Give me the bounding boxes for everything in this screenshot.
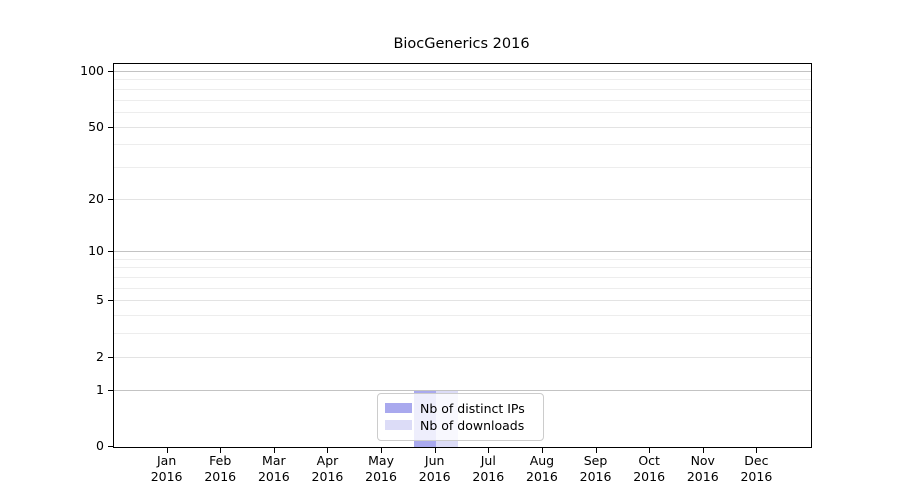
y-tick-label: 20 [88,190,104,206]
x-tick-label: Mar 2016 [257,453,290,484]
y-tick-mark [108,389,113,391]
x-tick-label: Aug 2016 [526,453,558,484]
x-tick-mark [220,447,222,453]
y-gridline-minor [114,126,811,128]
x-tick-mark [756,447,758,453]
y-gridline-minor [114,287,811,289]
y-gridline-minor [114,277,811,279]
y-gridline-major [114,251,811,253]
y-tick-mark [108,251,113,253]
y-tick-mark [108,300,113,302]
legend-label: Nb of distinct IPs [420,400,525,416]
y-gridline-minor [114,198,811,200]
x-tick-mark [381,447,383,453]
y-tick-label: 100 [80,62,104,78]
y-tick-label: 5 [96,292,104,308]
x-tick-label: Dec 2016 [740,453,773,484]
x-tick-mark [702,447,704,453]
y-tick-mark [108,126,113,128]
legend-entry: Nb of distinct IPs [385,400,535,416]
y-gridline-minor [114,356,811,358]
x-tick-mark [649,447,651,453]
y-tick-mark [108,198,113,200]
x-tick-mark [434,447,436,453]
y-gridline-major [114,71,811,72]
x-tick-label: Sep 2016 [579,453,612,484]
y-gridline-minor [114,88,811,90]
y-gridline-minor [114,166,811,168]
y-tick-label: 0 [96,437,104,453]
x-tick-label: Feb 2016 [204,453,237,484]
chart-title: BiocGenerics 2016 [393,36,530,52]
y-tick-label: 50 [88,118,104,134]
y-gridline-minor [114,99,811,101]
y-tick-mark [108,446,113,447]
y-tick-mark [108,71,113,72]
x-tick-mark [541,447,543,453]
x-tick-label: Nov 2016 [686,453,719,484]
y-gridline-minor [114,79,811,81]
legend-swatch [385,403,412,413]
y-tick-label: 2 [96,348,104,364]
x-tick-label: Jul 2016 [472,453,505,484]
legend-entry: Nb of downloads [385,417,535,433]
y-gridline-minor [114,267,811,269]
y-gridline-minor [114,111,811,113]
legend: Nb of distinct IPs Nb of downloads [377,393,544,441]
y-gridline-minor [114,144,811,146]
x-tick-mark [166,447,168,453]
x-tick-mark [488,447,490,453]
legend-label: Nb of downloads [420,417,525,433]
x-tick-label: May 2016 [365,453,397,484]
y-gridline-minor [114,300,811,302]
y-gridline-minor [114,333,811,335]
y-gridline-minor [114,315,811,317]
x-tick-label: Oct 2016 [633,453,666,484]
plot-area [113,63,812,448]
x-tick-label: Apr 2016 [311,453,344,484]
x-tick-mark [327,447,329,453]
x-tick-label: Jan 2016 [150,453,183,484]
y-gridline-minor [114,258,811,260]
y-tick-mark [108,356,113,358]
y-tick-label: 1 [96,381,104,397]
legend-swatch [385,420,412,430]
y-tick-label: 10 [88,242,104,258]
x-tick-label: Jun 2016 [418,453,451,484]
x-tick-mark [595,447,597,453]
x-tick-mark [273,447,275,453]
y-gridline-major [114,389,811,391]
